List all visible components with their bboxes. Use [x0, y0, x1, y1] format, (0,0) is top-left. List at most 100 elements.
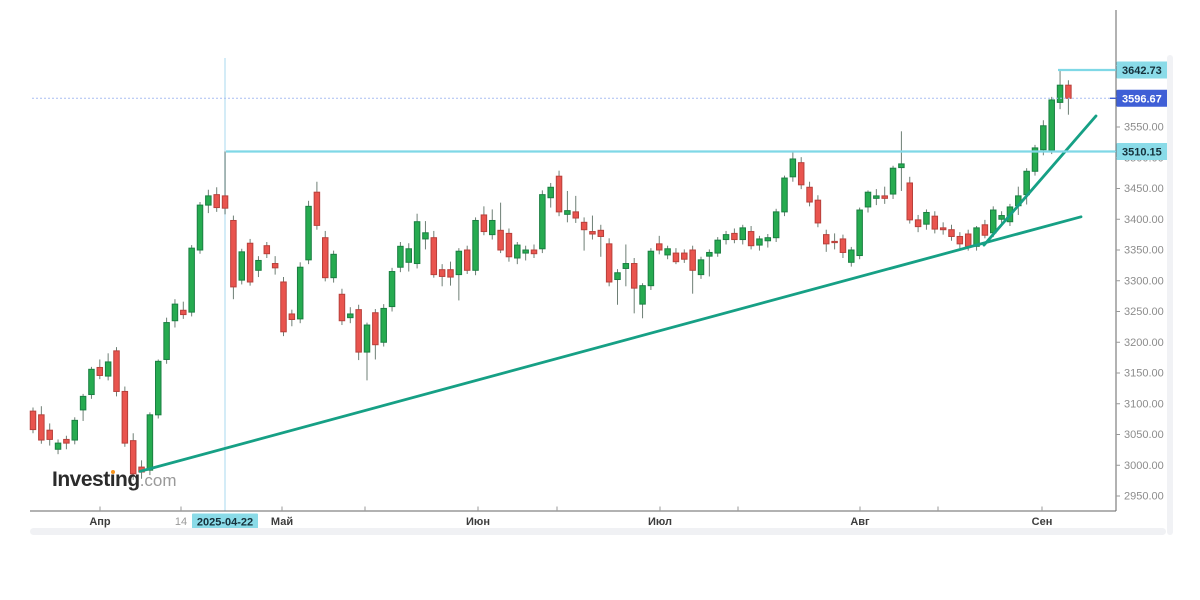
candle[interactable] — [998, 211, 1005, 225]
candle[interactable] — [405, 243, 412, 272]
candle[interactable] — [756, 235, 763, 251]
candle[interactable] — [589, 215, 596, 240]
candle[interactable] — [505, 228, 513, 262]
candle[interactable] — [814, 195, 822, 228]
trendline-long[interactable] — [138, 215, 1083, 473]
candle[interactable] — [689, 245, 696, 294]
candle[interactable] — [463, 245, 471, 274]
candle[interactable] — [672, 248, 680, 265]
candle[interactable] — [614, 269, 621, 305]
candle[interactable] — [155, 359, 162, 419]
candle[interactable] — [664, 245, 671, 260]
candle[interactable] — [96, 359, 104, 380]
time-axis[interactable]: Апр 14 2025-04-22 Май Июн Июл Авг Сен — [30, 506, 1116, 531]
candle[interactable] — [939, 222, 947, 235]
candle[interactable] — [622, 244, 630, 287]
candle[interactable] — [931, 211, 939, 234]
candle[interactable] — [255, 256, 262, 278]
candle[interactable] — [580, 217, 588, 251]
candle[interactable] — [480, 206, 488, 236]
candle[interactable] — [347, 307, 354, 324]
candle[interactable] — [797, 157, 805, 190]
candle[interactable] — [305, 200, 312, 265]
candle[interactable] — [539, 190, 546, 254]
candle[interactable] — [956, 232, 964, 249]
candle[interactable] — [263, 242, 271, 258]
candle[interactable] — [46, 423, 53, 446]
vertical-scrollbar[interactable] — [1167, 55, 1173, 535]
price-axis[interactable]: 3650.003600.003550.003500.003450.003400.… — [1115, 10, 1164, 511]
candle[interactable] — [864, 190, 872, 213]
candle[interactable] — [948, 224, 955, 241]
candle[interactable] — [681, 249, 688, 263]
candle[interactable] — [422, 221, 429, 250]
candle[interactable] — [363, 322, 371, 381]
candle[interactable] — [180, 301, 187, 319]
candle[interactable] — [63, 435, 70, 450]
candle[interactable] — [722, 230, 730, 245]
candle[interactable] — [747, 226, 755, 250]
candle[interactable] — [1056, 69, 1064, 110]
candle[interactable] — [547, 182, 554, 208]
candle[interactable] — [71, 417, 78, 445]
candle[interactable] — [898, 131, 905, 191]
candle[interactable] — [656, 235, 663, 255]
candle[interactable] — [764, 234, 772, 248]
candle[interactable] — [472, 217, 479, 276]
candle[interactable] — [981, 219, 989, 239]
candle[interactable] — [246, 238, 254, 286]
candle[interactable] — [54, 439, 62, 455]
candle[interactable] — [873, 189, 880, 206]
candle[interactable] — [514, 242, 521, 265]
candle[interactable] — [914, 214, 922, 233]
candle[interactable] — [848, 246, 855, 267]
candle[interactable] — [280, 277, 287, 337]
candle[interactable] — [605, 238, 613, 287]
candle[interactable] — [497, 202, 504, 254]
candle[interactable] — [205, 189, 212, 214]
candle[interactable] — [781, 175, 788, 217]
candle[interactable] — [221, 151, 229, 215]
candle[interactable] — [171, 299, 179, 328]
candle[interactable] — [271, 256, 279, 275]
candle[interactable] — [772, 208, 780, 243]
candle[interactable] — [380, 304, 387, 347]
candle[interactable] — [839, 234, 847, 258]
candle[interactable] — [288, 309, 296, 327]
candle[interactable] — [79, 393, 87, 421]
candle[interactable] — [163, 317, 170, 364]
candle[interactable] — [413, 213, 421, 269]
candle[interactable] — [296, 262, 304, 324]
candle[interactable] — [338, 288, 346, 326]
candle[interactable] — [213, 187, 220, 212]
candle[interactable] — [121, 386, 129, 447]
candle[interactable] — [856, 207, 863, 260]
candle[interactable] — [113, 347, 120, 397]
candle[interactable] — [522, 245, 529, 261]
trendline-steep[interactable] — [982, 114, 1098, 247]
candle[interactable] — [731, 228, 738, 244]
candle[interactable] — [397, 242, 404, 273]
candle[interactable] — [38, 406, 45, 444]
candle[interactable] — [372, 309, 379, 360]
candle[interactable] — [572, 195, 579, 223]
candle[interactable] — [129, 433, 137, 481]
candle[interactable] — [355, 304, 362, 361]
candle[interactable] — [697, 256, 705, 279]
candle[interactable] — [322, 230, 329, 282]
candle[interactable] — [706, 249, 713, 277]
candle[interactable] — [238, 248, 245, 285]
candle[interactable] — [88, 366, 95, 399]
candle[interactable] — [29, 407, 37, 434]
candle[interactable] — [230, 215, 237, 300]
candle[interactable] — [906, 176, 913, 224]
candle[interactable] — [196, 202, 204, 254]
horizontal-scrollbar[interactable] — [30, 528, 1166, 535]
candle[interactable] — [430, 230, 438, 278]
candle[interactable] — [188, 245, 195, 317]
candle[interactable] — [438, 264, 446, 287]
plot-area[interactable] — [30, 10, 1116, 511]
candle[interactable] — [923, 209, 930, 230]
candle[interactable] — [313, 181, 321, 230]
candle[interactable] — [647, 248, 655, 290]
